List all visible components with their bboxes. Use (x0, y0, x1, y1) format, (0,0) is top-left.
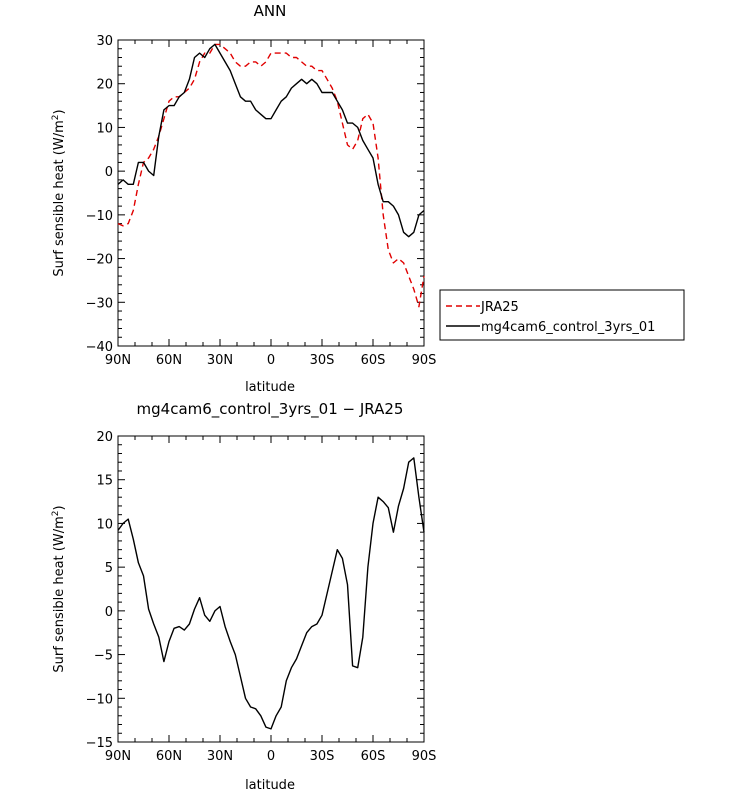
top-ytick-label: −30 (86, 296, 113, 311)
bottom-ytick-label: 0 (105, 605, 113, 620)
top-chart-title: ANN (254, 2, 287, 20)
bottom-ytick-label: −10 (86, 692, 113, 707)
top-panel: ANN Surf sensible heat (W/m2) latitude 9… (51, 2, 436, 395)
bottom-y-axis-unit-sup: 2 (51, 510, 61, 516)
legend: JRA25 mg4cam6_control_3yrs_01 (439, 289, 685, 341)
svg-text:Surf sensible heat (W/m2): Surf sensible heat (W/m2) (51, 505, 67, 672)
top-xtick-label: 60N (156, 353, 182, 368)
top-ytick-label: 20 (96, 78, 113, 93)
bottom-y-axis-unit: (W/m (52, 516, 67, 551)
bottom-series-group (117, 457, 425, 730)
bottom-ytick-label: 15 (96, 474, 113, 489)
top-series-group (117, 43, 425, 308)
bottom-chart-title: mg4cam6_control_3yrs_01 − JRA25 (137, 400, 404, 419)
bottom-ytick-label: −5 (94, 649, 113, 664)
top-xtick-label: 90S (412, 353, 437, 368)
bottom-panel: mg4cam6_control_3yrs_01 − JRA25 Surf sen… (51, 400, 436, 793)
bottom-ytick-label: −15 (86, 736, 113, 751)
bottom-xtick-label: 30S (310, 749, 335, 764)
top-axis-ticks: 90N 60N 30N 0 30S 60S 90S −40 −30 −20 −10 0 10 20 30 (86, 34, 437, 368)
top-y-axis-unit: (W/m (52, 120, 67, 155)
bottom-xtick-label: 60N (156, 749, 182, 764)
bottom-ytick-label: 20 (96, 430, 113, 445)
bottom-y-axis-unit-close: ) (52, 505, 67, 510)
bottom-ytick-label: 5 (105, 561, 113, 576)
top-series-line-0 (117, 43, 425, 308)
top-ytick-label: −40 (86, 340, 113, 355)
bottom-ytick-label: 10 (96, 517, 113, 532)
top-ytick-label: 0 (105, 165, 113, 180)
top-ytick-label: −10 (86, 209, 113, 224)
bottom-xtick-label: 30N (207, 749, 233, 764)
top-ytick-label: 30 (96, 34, 113, 49)
legend-box (439, 289, 685, 341)
legend-label-jra25: JRA25 (480, 300, 519, 315)
bottom-xtick-label: 0 (267, 749, 275, 764)
top-xtick-label: 30N (207, 353, 233, 368)
top-xtick-label: 90N (105, 353, 131, 368)
top-y-axis-label-text: Surf sensible heat (52, 159, 67, 276)
top-x-axis-label: latitude (245, 380, 295, 395)
legend-label-control: mg4cam6_control_3yrs_01 (481, 320, 655, 335)
bottom-axis-ticks: 90N 60N 30N 0 30S 60S 90S −15 −10 −5 0 5 10 15 20 (86, 430, 437, 764)
top-ytick-label: −20 (86, 253, 113, 268)
bottom-y-axis-label: Surf sensible heat (W/m2) (51, 505, 67, 672)
bottom-xtick-label: 90N (105, 749, 131, 764)
bottom-x-axis-label: latitude (245, 778, 295, 793)
top-xtick-label: 30S (310, 353, 335, 368)
top-ytick-label: 10 (96, 121, 113, 136)
top-y-axis-unit-sup: 2 (51, 114, 61, 120)
svg-text:Surf sensible heat (W/m2): Surf sensible heat (W/m2) (51, 109, 67, 276)
bottom-xtick-label: 90S (412, 749, 437, 764)
top-series-line-1 (117, 43, 425, 238)
top-y-axis-unit-close: ) (52, 109, 67, 114)
top-y-axis-label: Surf sensible heat (W/m2) (51, 109, 67, 276)
top-xtick-label: 60S (361, 353, 386, 368)
top-xtick-label: 0 (267, 353, 275, 368)
bottom-y-axis-label-text: Surf sensible heat (52, 555, 67, 672)
bottom-xtick-label: 60S (361, 749, 386, 764)
bottom-series-line-0 (117, 457, 425, 730)
